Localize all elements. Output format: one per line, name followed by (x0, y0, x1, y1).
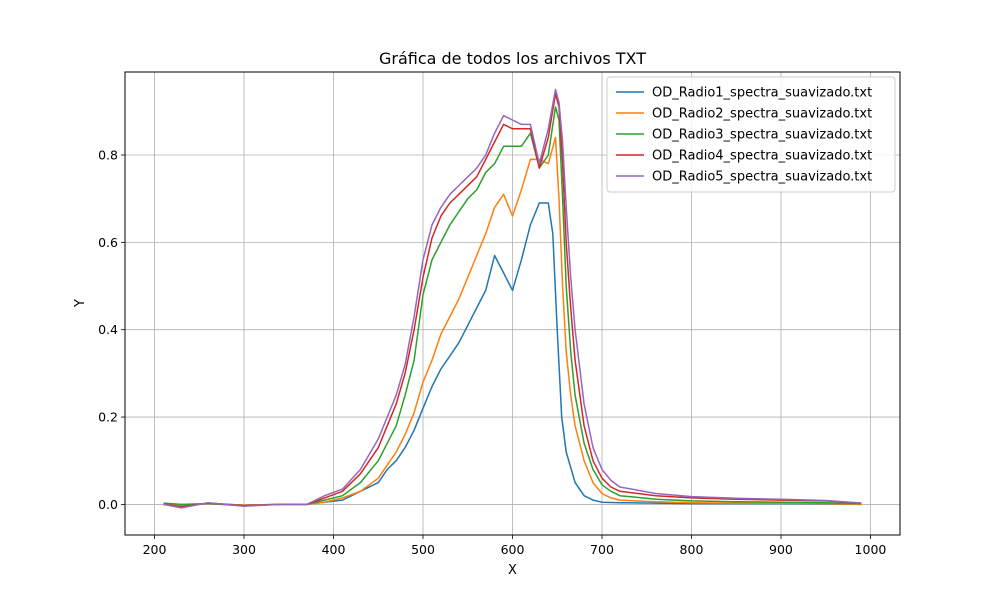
y-tick-label: 0.8 (98, 147, 118, 162)
x-axis-label: X (508, 563, 517, 578)
series-line-1 (163, 202, 862, 508)
legend-label: OD_Radio1_spectra_suavizado.txt (652, 86, 872, 101)
chart-title: Gráfica de todos los archivos TXT (379, 49, 646, 68)
y-tick-label: 0.2 (98, 410, 118, 425)
series-line-2 (163, 136, 862, 507)
x-tick-label: 300 (232, 542, 256, 557)
x-tick-label: 400 (322, 542, 346, 557)
x-tick-label: 200 (143, 542, 167, 557)
x-tick-label: 700 (590, 542, 614, 557)
y-tick-label: 0.0 (98, 497, 118, 512)
legend: OD_Radio1_spectra_suavizado.txt OD_Radio2… (606, 76, 896, 193)
x-tick-label: 500 (411, 542, 435, 557)
legend-label: OD_Radio3_spectra_suavizado.txt (652, 128, 872, 143)
series-layer (163, 88, 862, 509)
series-line-3 (163, 106, 862, 507)
x-tick-label: 800 (680, 542, 704, 557)
legend-box (606, 76, 896, 193)
x-tick-label: 900 (769, 542, 793, 557)
y-tick-label: 0.4 (98, 322, 118, 337)
x-tick-label: 1000 (855, 542, 887, 557)
series-line-4 (163, 93, 862, 508)
ticks-layer: 200 300 400 500 600 700 800 900 1000 0.0 0.2 0.4 0.6… (98, 147, 886, 557)
legend-label: OD_Radio4_spectra_suavizado.txt (652, 149, 872, 164)
x-tick-label: 600 (501, 542, 525, 557)
y-axis-label: Y (73, 299, 88, 308)
legend-label: OD_Radio2_spectra_suavizado.txt (652, 107, 872, 122)
series-line-5 (163, 88, 862, 509)
y-tick-label: 0.6 (98, 235, 118, 250)
legend-label: OD_Radio5_spectra_suavizado.txt (652, 170, 872, 185)
